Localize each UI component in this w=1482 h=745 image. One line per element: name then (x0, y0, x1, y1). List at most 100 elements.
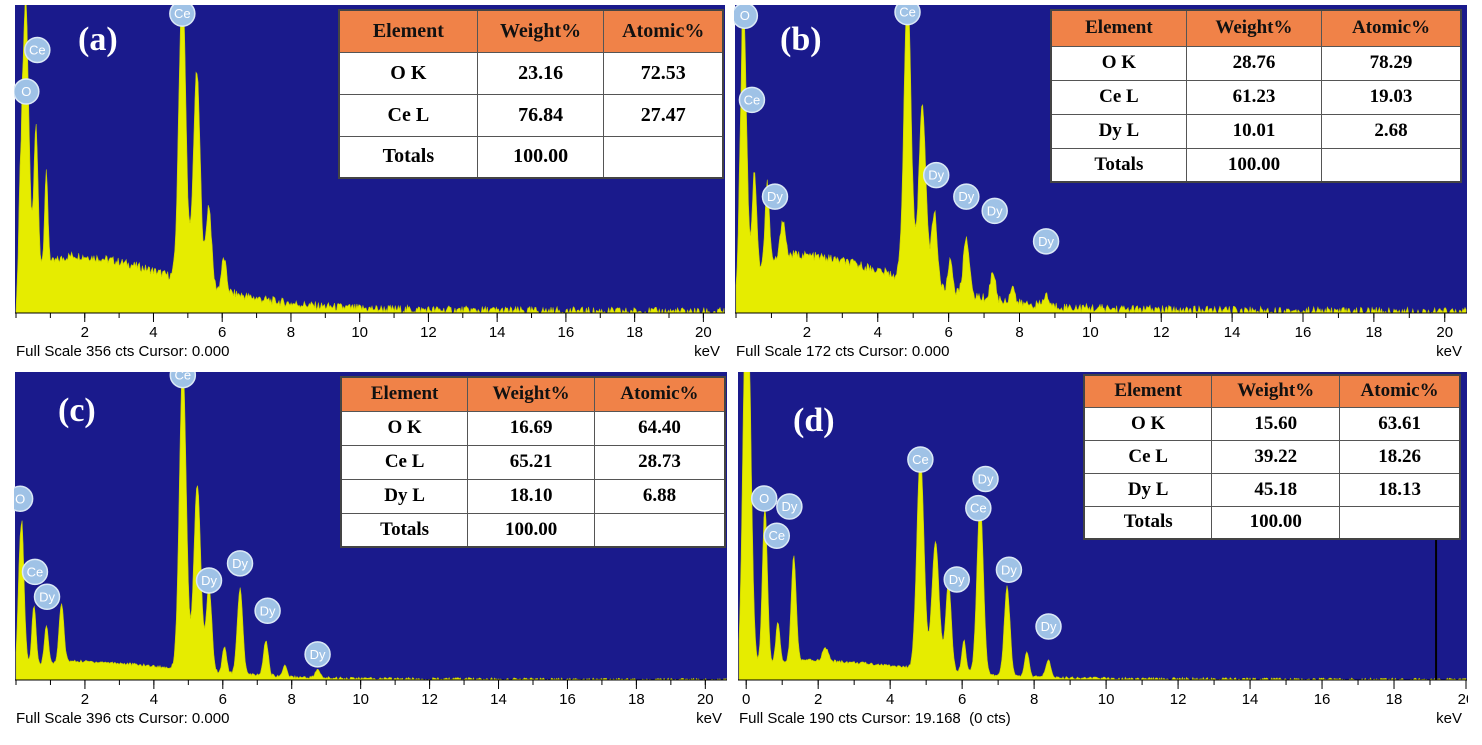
cell-atomic (593, 512, 726, 548)
spectrum-area (735, 5, 1467, 315)
svg-text:Ce: Ce (768, 528, 785, 543)
peak-label-ce: Ce (169, 372, 197, 389)
x-tick-label: 8 (287, 324, 295, 341)
cell-element: O K (1083, 406, 1213, 441)
svg-text:O: O (21, 84, 31, 99)
peak-label-dy: Dy (981, 197, 1008, 225)
x-tick-label: 4 (150, 691, 158, 708)
peak-label-dy: Dy (995, 556, 1023, 584)
x-tick-label: 10 (1098, 691, 1115, 708)
cell-weight: 76.84 (476, 93, 605, 137)
cell-weight: 100.00 (1211, 505, 1341, 540)
x-tick-label: 18 (1386, 691, 1403, 708)
cell-atomic: 72.53 (603, 51, 724, 95)
x-tick-label: 4 (149, 324, 157, 341)
peak-label-dy: Dy (953, 183, 980, 210)
table-row: Totals 100.00 (1050, 147, 1462, 183)
footer-a: Full Scale 356 cts Cursor: 0.000 (16, 343, 230, 360)
peak-label-dy: Dy (254, 597, 281, 625)
table-row: O K 28.76 78.29 (1050, 45, 1462, 81)
footer-b: Full Scale 172 cts Cursor: 0.000 (736, 343, 950, 360)
x-tick-label: 20 (695, 324, 712, 341)
eds-panel-d: 0 2 4 6 8 10 12 14 16 18 20 O Dy Ce Ce Dy Ce Dy Dy Dy (d) F… (737, 372, 1468, 731)
table-row: Ce L 65.21 28.73 (340, 444, 726, 480)
svg-text:Dy: Dy (949, 572, 965, 587)
cell-weight: 65.21 (467, 444, 595, 480)
cell-weight: 28.76 (1185, 45, 1323, 81)
x-tick-label: 12 (1170, 691, 1187, 708)
x-tick-label: 6 (944, 324, 952, 341)
composition-table-d: Element Weight% Atomic% O K 15.60 63.61 … (1083, 374, 1461, 540)
peak-label-o: O (750, 485, 778, 512)
peak-label-dy: Dy (922, 161, 950, 189)
table-header-row: Element Weight% Atomic% (1083, 374, 1461, 408)
cell-element: Totals (1050, 147, 1187, 183)
cell-atomic: 63.61 (1339, 406, 1461, 441)
table-header-row: Element Weight% Atomic% (340, 376, 726, 412)
cell-atomic: 28.73 (593, 444, 726, 480)
cell-weight: 100.00 (476, 135, 605, 179)
x-tick-label: 6 (219, 691, 227, 708)
table-row: Totals 100.00 (340, 512, 726, 548)
svg-text:O: O (15, 491, 25, 506)
cell-element: Ce L (338, 93, 478, 137)
svg-text:Dy: Dy (260, 603, 276, 618)
x-tick-label: 10 (352, 691, 369, 708)
cell-weight: 100.00 (1185, 147, 1323, 183)
peak-label-ce: Ce (763, 522, 791, 549)
cell-weight: 100.00 (467, 512, 595, 548)
x-tick-label: 16 (1314, 691, 1331, 708)
cell-element: Totals (1083, 505, 1213, 540)
panel-label-b: (b) (780, 21, 822, 58)
svg-text:Dy: Dy (928, 168, 944, 183)
cell-element: Dy L (1083, 472, 1213, 507)
peak-label-ce: Ce (738, 86, 766, 114)
composition-table-c: Element Weight% Atomic% O K 16.69 64.40 … (340, 376, 726, 548)
x-tick-label: 2 (81, 324, 89, 341)
panel-label-a: (a) (78, 21, 118, 58)
peak-label-ce: Ce (907, 446, 934, 473)
peak-label-o: O (14, 78, 40, 105)
footer-d: Full Scale 190 cts Cursor: 19.168 (0 cts… (739, 710, 1011, 727)
x-tick-label: 8 (1015, 324, 1023, 341)
cell-atomic: 6.88 (593, 478, 726, 514)
cell-element: O K (340, 410, 469, 446)
peak-label-ce: Ce (21, 558, 49, 586)
x-tick-label: 8 (1030, 691, 1038, 708)
svg-text:Ce: Ce (174, 6, 191, 21)
peak-label-dy: Dy (1035, 613, 1062, 640)
peak-label-dy: Dy (304, 641, 331, 668)
cell-atomic (1339, 505, 1461, 540)
svg-text:Ce: Ce (912, 452, 929, 467)
header-element: Element (338, 9, 478, 53)
cell-atomic (1321, 147, 1462, 183)
header-weight: Weight% (1185, 9, 1323, 47)
cell-atomic: 18.13 (1339, 472, 1461, 507)
cell-atomic: 18.26 (1339, 439, 1461, 474)
cell-weight: 23.16 (476, 51, 605, 95)
cell-element: Ce L (1050, 79, 1187, 115)
x-axis-band (15, 680, 727, 731)
svg-text:Dy: Dy (1001, 562, 1017, 577)
x-tick-label: 18 (1366, 324, 1383, 341)
table-row: O K 16.69 64.40 (340, 410, 726, 446)
svg-text:O: O (759, 491, 769, 506)
header-element: Element (1083, 374, 1213, 408)
svg-text:O: O (740, 8, 750, 23)
eds-panel-a: 2 4 6 8 10 12 14 16 18 20 O Ce Ce (a) Full Scale 356… (14, 5, 726, 364)
panel-label-d: (d) (793, 402, 835, 439)
cell-weight: 16.69 (467, 410, 595, 446)
peak-label-dy: Dy (943, 566, 970, 593)
cell-weight: 18.10 (467, 478, 595, 514)
unit-d: keV (1436, 710, 1462, 727)
header-atomic: Atomic% (593, 376, 726, 412)
svg-text:Dy: Dy (1041, 619, 1057, 634)
x-tick-label: 20 (697, 691, 714, 708)
unit-c: keV (696, 710, 722, 727)
x-tick-label: 14 (1242, 691, 1259, 708)
x-tick-label: 6 (218, 324, 226, 341)
cell-atomic: 64.40 (593, 410, 726, 446)
x-tick-label: 12 (420, 324, 437, 341)
header-atomic: Atomic% (603, 9, 724, 53)
svg-text:Dy: Dy (958, 189, 974, 204)
